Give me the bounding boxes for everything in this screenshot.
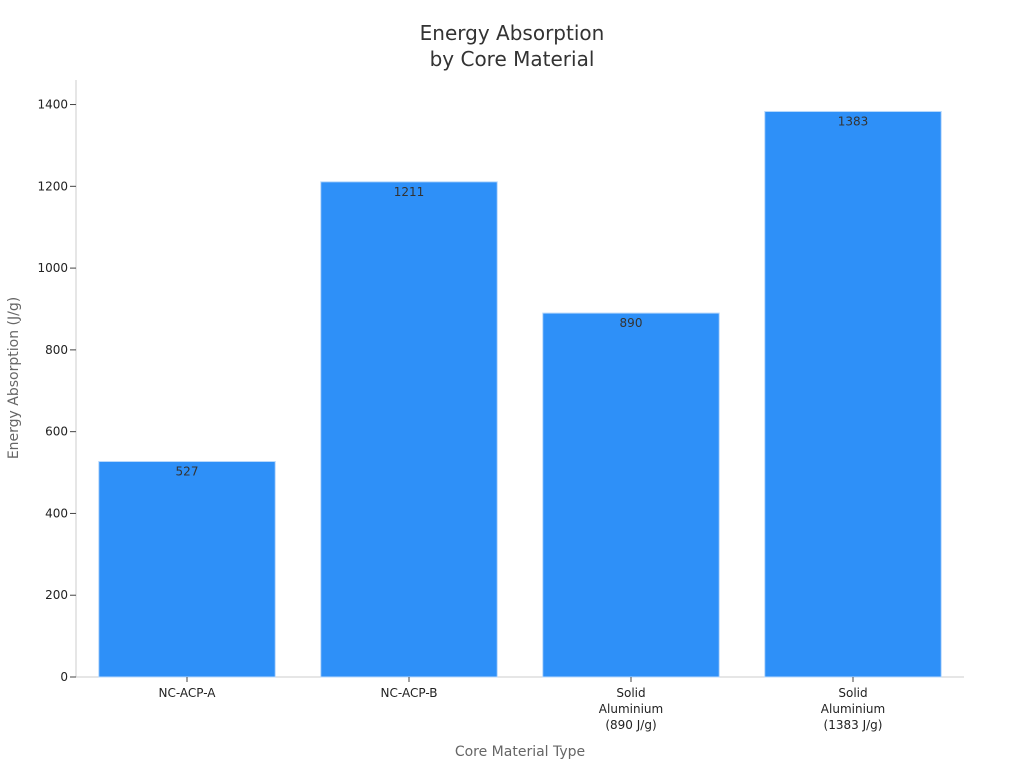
bar-data-label: 1211 [394, 185, 425, 199]
x-axis-label: Core Material Type [455, 744, 585, 760]
y-axis-ticks: 0 200 400 600 800 1000 1200 1400 [37, 98, 76, 684]
y-axis-label: Energy Absorption (J/g) [6, 297, 22, 459]
x-tick-label: (890 J/g) [605, 718, 656, 732]
y-tick-label: 0 [60, 670, 68, 684]
x-tick-label: Solid [616, 686, 645, 700]
bar [542, 312, 720, 678]
y-tick-label: 800 [45, 343, 68, 357]
y-tick-label: 600 [45, 425, 68, 439]
bar-data-label: 1383 [838, 114, 869, 128]
bar-data-label: 890 [620, 316, 643, 330]
x-tick-label: NC-ACP-A [158, 686, 216, 700]
x-tick-label: Solid [838, 686, 867, 700]
x-tick-label: Aluminium [821, 702, 885, 716]
x-tick-label: Aluminium [599, 702, 663, 716]
bar [320, 181, 498, 678]
chart-title-line-2: by Core Material [430, 47, 595, 71]
x-axis-ticks: NC-ACP-A NC-ACP-B Solid Aluminium (890 J/g) S… [158, 677, 885, 732]
bars: 527 1211 890 1383 [98, 110, 942, 678]
x-tick-label: NC-ACP-B [381, 686, 438, 700]
x-tick-label: (1383 J/g) [824, 718, 883, 732]
bar-data-label: 527 [176, 465, 199, 479]
bar [764, 110, 942, 678]
y-tick-label: 1200 [37, 179, 68, 193]
y-tick-label: 400 [45, 506, 68, 520]
y-tick-label: 1400 [37, 98, 68, 112]
chart-title-line-1: Energy Absorption [420, 21, 605, 45]
bar [98, 461, 276, 678]
y-tick-label: 200 [45, 588, 68, 602]
y-tick-label: 1000 [37, 261, 68, 275]
